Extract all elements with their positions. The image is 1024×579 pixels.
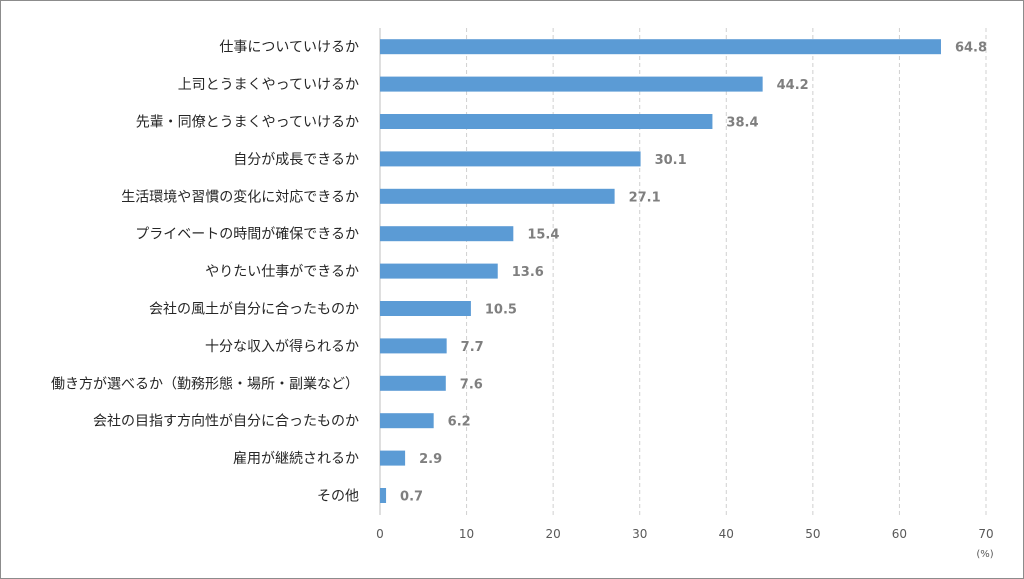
bar: [380, 488, 387, 503]
bars: [380, 39, 941, 503]
bar: [380, 188, 615, 204]
category-label: やりたい仕事ができるか: [205, 264, 359, 280]
value-label: 6.2: [448, 415, 471, 430]
x-tick-label: 70: [978, 527, 993, 541]
value-labels: 64.8 44.2 38.4 30.1 27.1 15.4 13.6 10.5 7.7 7.6 6.…: [400, 41, 987, 505]
category-label: 働き方が選べるか（勤務形態・場所・副業など）: [51, 376, 359, 392]
value-label: 44.2: [777, 78, 809, 93]
x-axis-unit-label: (%): [976, 549, 993, 560]
bar: [380, 263, 498, 279]
category-label: プライベートの時間が確保できるか: [135, 227, 359, 243]
bar: [380, 114, 713, 129]
category-label: 生活環境や習慣の変化に対応できるか: [121, 188, 359, 205]
bar: [380, 301, 471, 316]
bar: [380, 151, 641, 167]
category-label: 仕事についていけるか: [219, 40, 359, 56]
category-label: 先輩・同僚とうまくやっていけるか: [136, 115, 359, 131]
bar: [380, 39, 941, 55]
bar: [380, 226, 514, 242]
value-label: 0.7: [400, 490, 423, 505]
x-tick-label: 20: [546, 527, 561, 541]
bar: [380, 375, 446, 391]
bar: [380, 413, 434, 429]
bar: [380, 450, 406, 466]
value-label: 38.4: [726, 116, 758, 131]
value-label: 27.1: [629, 190, 661, 205]
category-label: その他: [317, 489, 359, 505]
value-label: 64.8: [955, 41, 987, 56]
x-tick-label: 30: [632, 527, 647, 541]
x-tick-label: 40: [719, 527, 734, 541]
x-axis-ticks: 0 10 20 30 40 50 60 70: [376, 527, 993, 541]
category-label: 雇用が継続されるか: [233, 450, 359, 467]
value-label: 13.6: [512, 265, 544, 280]
value-label: 7.7: [461, 340, 484, 355]
value-label: 10.5: [485, 303, 517, 318]
bar: [380, 338, 447, 354]
category-label: 会社の風土が自分に合ったものか: [149, 302, 359, 318]
category-label: 会社の目指す方向性が自分に合ったものか: [93, 414, 359, 430]
category-labels: 仕事についていけるか上司とうまくやっていけるか先輩・同僚とうまくやっていけるか自…: [51, 40, 359, 505]
x-tick-label: 60: [892, 527, 907, 541]
value-label: 7.6: [460, 377, 483, 392]
value-label: 15.4: [527, 228, 559, 243]
x-tick-label: 0: [376, 527, 384, 541]
value-label: 2.9: [419, 452, 442, 467]
value-label: 30.1: [655, 153, 687, 168]
category-label: 自分が成長できるか: [233, 152, 359, 168]
category-label: 十分な収入が得られるか: [205, 338, 359, 355]
x-tick-label: 50: [805, 527, 820, 541]
bar: [380, 76, 763, 92]
x-tick-label: 10: [459, 527, 474, 541]
category-label: 上司とうまくやっていけるか: [178, 77, 359, 93]
